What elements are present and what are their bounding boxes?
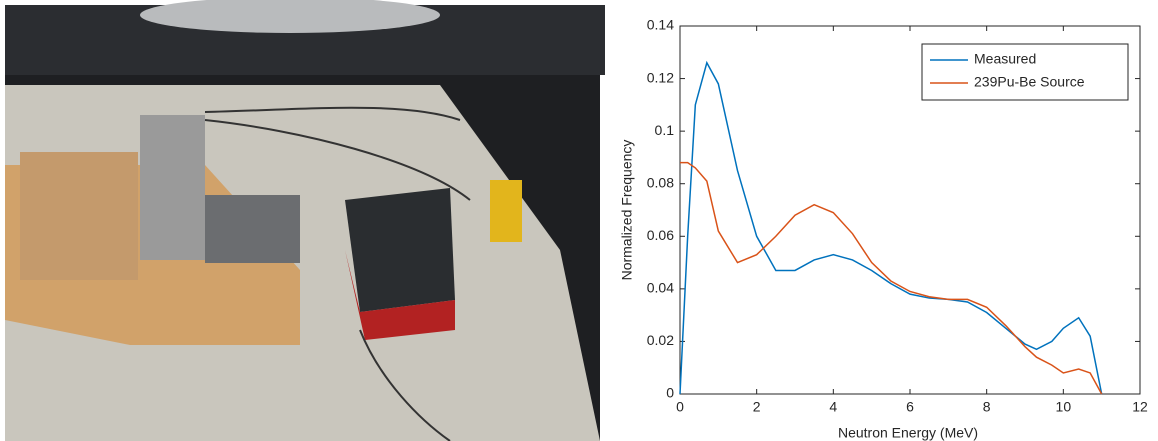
data-line [679,60,1103,395]
photo [5,0,605,441]
y-tick-label: 0.12 [647,69,674,85]
x-tick-label: 2 [753,399,761,415]
y-tick-label: 0.08 [647,174,674,190]
y-tick-label: 0.14 [647,17,674,33]
y-axis-label: Normalized Frequency [619,140,635,281]
lead-block [140,115,205,260]
legend-box [921,43,1129,101]
x-tick-label: 4 [829,399,837,415]
y-tick-label: 0 [666,385,674,401]
barrel-lid [140,0,440,33]
x-tick-label: 6 [906,399,914,415]
legend-label: 239Pu-Be Source [974,74,1085,90]
x-tick-label: 8 [983,399,991,415]
x-tick-label: 10 [1056,399,1072,415]
y-tick-label: 0.06 [647,227,674,243]
digitizer-top [345,188,455,312]
lead-sheet [205,195,300,263]
legend-label: Measured [974,51,1036,67]
cables [204,106,471,441]
x-tick-label: 0 [676,399,684,415]
y-tick-label: 0.02 [647,332,674,348]
x-axis-label: Neutron Energy (MeV) [838,425,978,441]
y-tick-label: 0.04 [647,280,674,296]
caution-sign [490,180,522,242]
cardboard-box [20,152,138,280]
x-tick-label: 12 [1132,399,1148,415]
data-line [680,161,1103,395]
y-tick-label: 0.1 [655,122,675,138]
digitizer-front [345,250,455,340]
